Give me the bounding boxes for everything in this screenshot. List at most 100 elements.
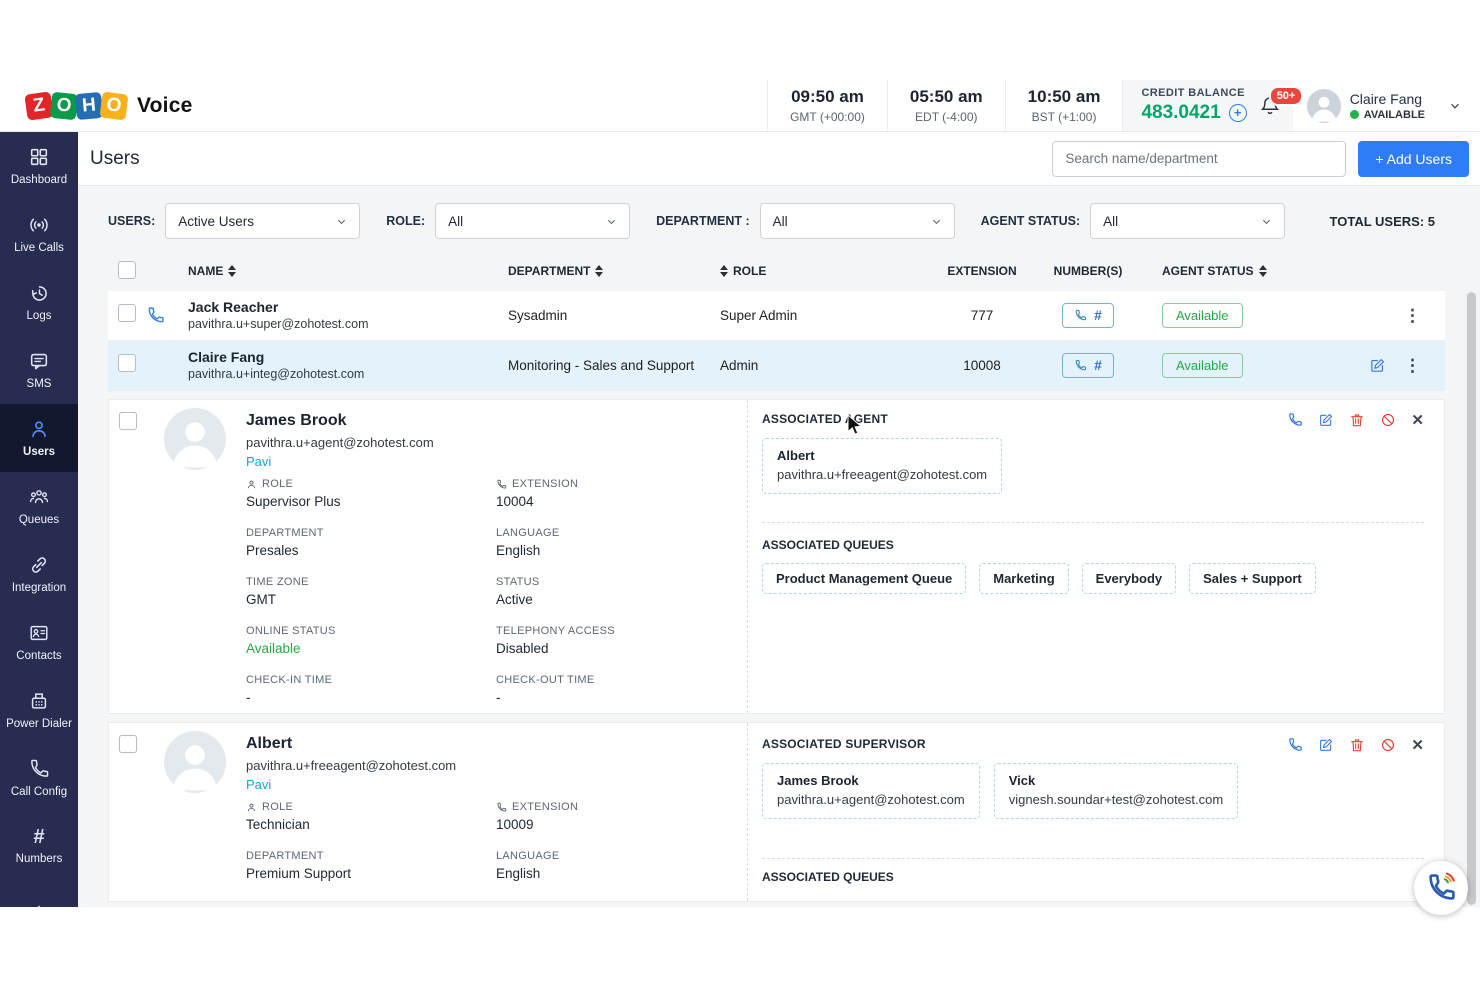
queue-chip[interactable]: Everybody bbox=[1082, 563, 1176, 594]
sidebar-item-live-calls[interactable]: Live Calls bbox=[0, 200, 78, 268]
sidebar-item-integration[interactable]: Integration bbox=[0, 540, 78, 608]
table-row[interactable]: Jack Reacher pavithra.u+super@zohotest.c… bbox=[108, 291, 1445, 341]
app-window: Z O H O Voice 09:50 am GMT (+00:00) 05:5… bbox=[0, 0, 1480, 987]
user-link[interactable]: Pavi bbox=[246, 453, 434, 471]
history-icon bbox=[28, 282, 50, 304]
table-row[interactable]: Claire Fang pavithra.u+integ@zohotest.co… bbox=[108, 341, 1445, 391]
users-filter-select[interactable]: Active Users bbox=[165, 203, 360, 239]
search-input[interactable] bbox=[1052, 141, 1346, 177]
sidebar-item-users[interactable]: Users bbox=[0, 404, 78, 472]
add-users-button[interactable]: + Add Users bbox=[1358, 141, 1469, 177]
call-icon[interactable] bbox=[1287, 412, 1303, 428]
sidebar-item-label: Dashboard bbox=[11, 174, 67, 186]
edit-icon[interactable] bbox=[1318, 412, 1334, 428]
user-profile-menu[interactable]: Claire Fang AVAILABLE bbox=[1285, 89, 1480, 123]
sidebar-item-queues[interactable]: Queues bbox=[0, 472, 78, 540]
user-extension: 10008 bbox=[932, 358, 1032, 373]
sidebar-item-numbers[interactable]: # Numbers bbox=[0, 812, 78, 880]
column-name[interactable]: NAME bbox=[188, 264, 498, 278]
call-icon[interactable] bbox=[146, 306, 165, 325]
chevron-down-icon bbox=[931, 216, 942, 227]
numbers-button[interactable]: # bbox=[1062, 303, 1114, 328]
agent-status-filter-value: All bbox=[1103, 214, 1118, 229]
sidebar-item-dashboard[interactable]: Dashboard bbox=[0, 132, 78, 200]
sidebar-item-power-dialer[interactable]: Power Dialer bbox=[0, 676, 78, 744]
add-credit-icon[interactable]: + bbox=[1229, 104, 1247, 122]
field-value: English bbox=[496, 866, 746, 881]
role-filter-select[interactable]: All bbox=[435, 203, 630, 239]
clock-time: 09:50 am bbox=[791, 87, 864, 107]
user-name: James Brook bbox=[246, 410, 434, 432]
field-value: Supervisor Plus bbox=[246, 494, 496, 509]
link-icon bbox=[28, 554, 50, 576]
field-value: Presales bbox=[246, 543, 496, 558]
associated-person-chip[interactable]: Vick vignesh.soundar+test@zohotest.com bbox=[994, 763, 1238, 819]
agent-status-filter-select[interactable]: All bbox=[1090, 203, 1285, 239]
close-icon[interactable]: ✕ bbox=[1411, 738, 1424, 753]
row-checkbox[interactable] bbox=[119, 412, 137, 430]
row-menu-icon[interactable]: ⋮ bbox=[1404, 357, 1421, 374]
row-menu-icon[interactable]: ⋮ bbox=[1404, 307, 1421, 324]
sidebar-item-label: Contacts bbox=[16, 650, 61, 662]
clock-zone: BST (+1:00) bbox=[1032, 110, 1097, 124]
row-checkbox[interactable] bbox=[118, 304, 136, 322]
sidebar-item-call-config[interactable]: Call Config bbox=[0, 744, 78, 812]
edit-icon[interactable] bbox=[1369, 357, 1386, 374]
credit-balance-value: 483.0421 bbox=[1141, 102, 1220, 124]
user-detail-card: James Brook pavithra.u+agent@zohotest.co… bbox=[108, 399, 1445, 714]
queue-chip[interactable]: Product Management Queue bbox=[762, 563, 966, 594]
field-label: EXTENSION bbox=[496, 478, 746, 490]
sidebar-item-label: Call Config bbox=[11, 786, 67, 798]
avatar bbox=[1307, 89, 1341, 123]
field-label: EXTENSION bbox=[496, 801, 746, 813]
associations-panel: ASSOCIATED SUPERVISOR ✕ James Brook pavi… bbox=[747, 723, 1444, 901]
sidebar-item-label: Power Dialer bbox=[6, 718, 72, 730]
field-label: CHECK-IN TIME bbox=[246, 674, 496, 686]
user-department: Sysadmin bbox=[498, 308, 720, 323]
department-filter-select[interactable]: All bbox=[760, 203, 955, 239]
queue-chip[interactable]: Marketing bbox=[979, 563, 1068, 594]
user-detail-card: Albert pavithra.u+freeagent@zohotest.com… bbox=[108, 722, 1445, 902]
sidebar-item-sms[interactable]: SMS bbox=[0, 336, 78, 404]
call-icon[interactable] bbox=[1287, 737, 1303, 753]
sidebar-item-label: Live Calls bbox=[14, 242, 64, 254]
users-content: USERS: Active Users ROLE: All DEPARTMENT… bbox=[78, 186, 1480, 907]
associated-supervisor-title: ASSOCIATED SUPERVISOR bbox=[762, 737, 926, 751]
associated-person-chip[interactable]: James Brook pavithra.u+agent@zohotest.co… bbox=[762, 763, 980, 819]
dialer-fab-button[interactable] bbox=[1414, 861, 1468, 915]
notifications-bell[interactable]: 50+ bbox=[1259, 95, 1281, 117]
sidebar-item-contacts[interactable]: Contacts bbox=[0, 608, 78, 676]
block-icon[interactable] bbox=[1380, 737, 1396, 753]
user-link[interactable]: Pavi bbox=[246, 776, 456, 794]
queue-chip[interactable]: Sales + Support bbox=[1189, 563, 1316, 594]
associated-person-chip[interactable]: Albert pavithra.u+freeagent@zohotest.com bbox=[762, 438, 1002, 494]
sidebar-item-settings[interactable] bbox=[0, 880, 78, 907]
close-icon[interactable]: ✕ bbox=[1411, 413, 1424, 428]
dialer-phone-icon bbox=[1425, 872, 1457, 904]
sort-icon bbox=[720, 265, 728, 277]
block-icon[interactable] bbox=[1380, 412, 1396, 428]
chevron-down-icon bbox=[1261, 216, 1272, 227]
person-email: pavithra.u+freeagent@zohotest.com bbox=[777, 466, 987, 485]
edit-icon[interactable] bbox=[1318, 737, 1334, 753]
field-label: LANGUAGE bbox=[496, 527, 746, 539]
vertical-scrollbar[interactable] bbox=[1467, 292, 1476, 905]
field-label: ONLINE STATUS bbox=[246, 625, 496, 637]
column-department[interactable]: DEPARTMENT bbox=[498, 264, 720, 278]
delete-icon[interactable] bbox=[1349, 737, 1365, 753]
sidebar-item-label: Logs bbox=[27, 310, 52, 322]
row-checkbox[interactable] bbox=[118, 354, 136, 372]
hash-icon: # bbox=[1094, 308, 1102, 323]
delete-icon[interactable] bbox=[1349, 412, 1365, 428]
column-role[interactable]: ROLE bbox=[720, 264, 932, 278]
select-all-checkbox[interactable] bbox=[118, 261, 136, 279]
column-agent-status[interactable]: AGENT STATUS bbox=[1144, 264, 1290, 278]
row-checkbox[interactable] bbox=[119, 735, 137, 753]
page-title: Users bbox=[90, 148, 140, 170]
user-name: Claire Fang bbox=[1350, 91, 1425, 107]
associated-queues-title: ASSOCIATED QUEUES bbox=[762, 538, 894, 552]
sidebar-item-logs[interactable]: Logs bbox=[0, 268, 78, 336]
users-filter-label: USERS: bbox=[108, 214, 155, 228]
field-label: DEPARTMENT bbox=[246, 850, 496, 862]
numbers-button[interactable]: # bbox=[1062, 353, 1114, 378]
